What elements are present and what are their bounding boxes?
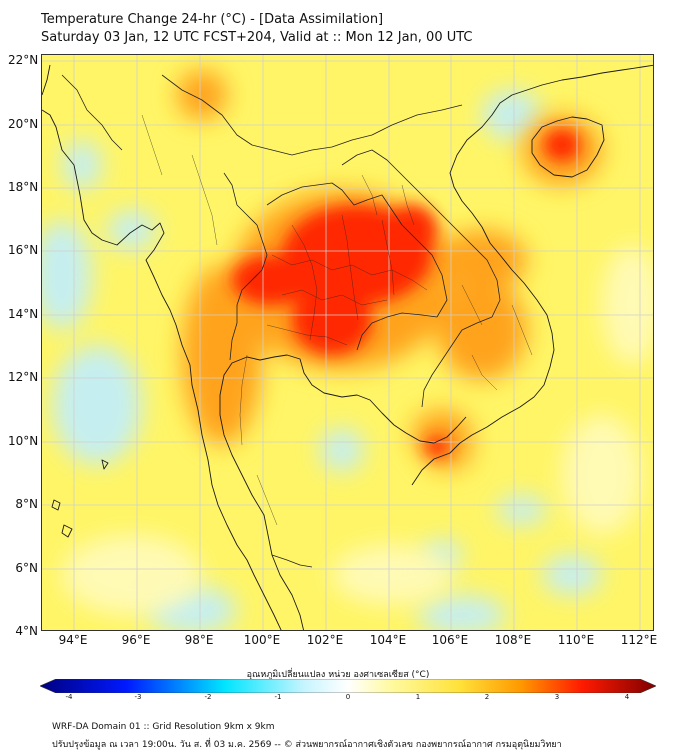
graticule [42,55,653,630]
lat-label: 8°N [15,497,38,511]
footer-update-info: ปรับปรุงข้อมูล ณ เวลา 19:00น. วัน ส. ที่… [52,740,562,750]
lat-label: 16°N [8,243,39,257]
lon-label: 98°E [184,633,214,647]
colorbar-tick: 4 [624,693,630,701]
lat-label: 12°N [8,370,39,384]
lat-label: 22°N [8,53,39,67]
lon-label: 96°E [121,633,151,647]
lon-label: 110°E [557,633,595,647]
lon-label: 112°E [620,633,658,647]
temperature-change-map [41,54,654,631]
lat-label: 4°N [15,624,38,638]
lon-label: 102°E [306,633,344,647]
lon-label: 100°E [243,633,281,647]
lat-label: 6°N [15,561,38,575]
colorbar-tick: 1 [415,693,421,701]
coastlines [42,64,653,630]
lat-label: 20°N [8,117,39,131]
cool-anomaly-layer [42,90,602,630]
map-subtitle: Saturday 03 Jan, 12 UTC FCST+204, Valid … [41,30,473,45]
lon-label: 106°E [431,633,469,647]
map-title: Temperature Change 24-hr (°C) - [Data As… [41,12,384,27]
lon-label: 94°E [58,633,88,647]
country-borders [61,74,501,568]
colorbar-tick: 2 [484,693,490,701]
colorbar-label: อุณหภูมิเปลี่ยนแปลง หน่วย องศาเซลเซียส (… [246,670,430,680]
province-lines [141,114,533,526]
lon-label: 108°E [494,633,532,647]
lon-label: 104°E [369,633,407,647]
colorbar-tick: -2 [204,693,212,701]
lat-label: 14°N [8,307,39,321]
colorbar-tick: -1 [274,693,282,701]
lat-label: 18°N [8,180,39,194]
colorbar-tick: -4 [65,693,73,701]
colorbar-tick: 0 [345,693,351,701]
colorbar-tick: 3 [554,693,560,701]
colorbar [40,679,656,693]
lat-label: 10°N [8,434,39,448]
footer-model-info: WRF-DA Domain 01 :: Grid Resolution 9km … [52,722,275,732]
colorbar-tick: -3 [134,693,142,701]
